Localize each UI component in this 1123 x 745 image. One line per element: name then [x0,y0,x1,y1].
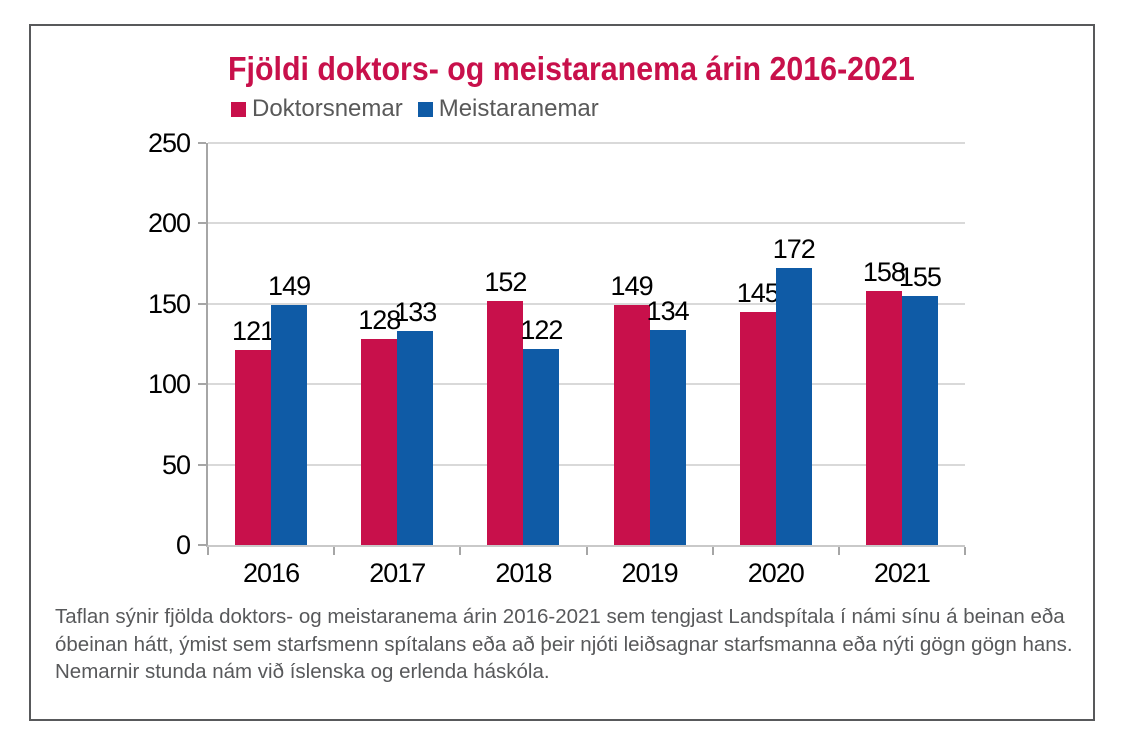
x-axis-tick [964,547,966,555]
bar-meistaranemar-2020 [775,268,812,545]
y-axis-tick [198,142,206,144]
y-axis-tick [198,222,206,225]
bar-doktorsnemar-2017 [361,339,398,545]
legend-label-doktorsnemar: Doktorsnemar [252,95,403,122]
gridline-100 [208,383,965,386]
caption-text: Taflan sýnir fjölda doktors- og meistara… [55,605,1073,683]
x-axis-tick [837,547,840,555]
y-axis-label: 150 [147,288,191,319]
bar-doktorsnemar-2016 [235,350,272,545]
y-axis-tick [198,544,206,546]
bar-value-label: 128 [358,305,401,336]
gridline-50 [208,463,965,466]
bar-value-label: 172 [772,234,816,265]
x-axis-label-2018: 2018 [495,558,552,588]
bar-doktorsnemar-2018 [487,300,524,545]
bar-meistaranemar-2021 [901,295,938,545]
bar-value-label: 121 [232,316,275,347]
x-axis-tick [207,547,209,555]
bar-value-label: 149 [268,271,311,302]
x-axis-label-2021: 2021 [873,558,931,588]
y-axis-tick [198,302,206,305]
bar-value-label: 149 [610,271,654,302]
bar-doktorsnemar-2021 [865,290,902,545]
bar-value-label: 133 [394,297,437,328]
plot-area: 0 50 100 150 200 250 2016 121 149 2017 128 133 2018 1… [148,128,966,588]
y-axis-tick [198,383,206,386]
legend-item-meistaranemar: Meistaranemar [417,95,599,123]
bar-value-label: 134 [646,295,690,326]
x-axis-tick [585,547,588,555]
bar-doktorsnemar-2019 [613,305,650,545]
legend: Doktorsnemar Meistaranemar [231,95,599,123]
legend-swatch-meistaranemar [417,101,433,117]
bar-meistaranemar-2017 [397,331,434,545]
bar-value-label: 122 [520,314,563,345]
bar-meistaranemar-2019 [649,329,686,545]
y-axis-tick [198,463,206,466]
y-axis-label: 250 [147,128,191,158]
x-axis-tick [459,547,462,555]
x-axis-label-2017: 2017 [369,558,426,588]
bar-value-label: 145 [736,277,780,308]
bar-value-label: 155 [898,261,942,292]
x-axis-tick [711,547,714,555]
legend-item-doktorsnemar: Doktorsnemar [231,95,403,123]
y-axis-label: 50 [161,449,191,480]
x-axis-label-2020: 2020 [747,558,805,588]
y-axis-label: 100 [147,369,191,400]
legend-label-meistaranemar: Meistaranemar [438,95,599,122]
y-axis-label: 200 [147,208,191,239]
bar-doktorsnemar-2020 [739,311,776,545]
gridline-250 [208,142,965,144]
bar-meistaranemar-2018 [523,348,560,545]
bar-value-label: 152 [484,266,527,297]
gridline-150 [208,302,965,305]
chart-title: Fjöldi doktors- og meistaranema árin 201… [228,50,915,87]
bar-value-label: 158 [862,256,906,287]
x-axis-label-2019: 2019 [621,558,679,588]
x-axis-tick [333,547,336,555]
gridline-200 [208,222,965,225]
y-axis-label: 0 [175,530,191,560]
legend-swatch-doktorsnemar [231,101,246,117]
x-axis-label-2016: 2016 [243,558,300,588]
figure-border [29,24,1095,721]
bar-meistaranemar-2016 [271,305,308,545]
